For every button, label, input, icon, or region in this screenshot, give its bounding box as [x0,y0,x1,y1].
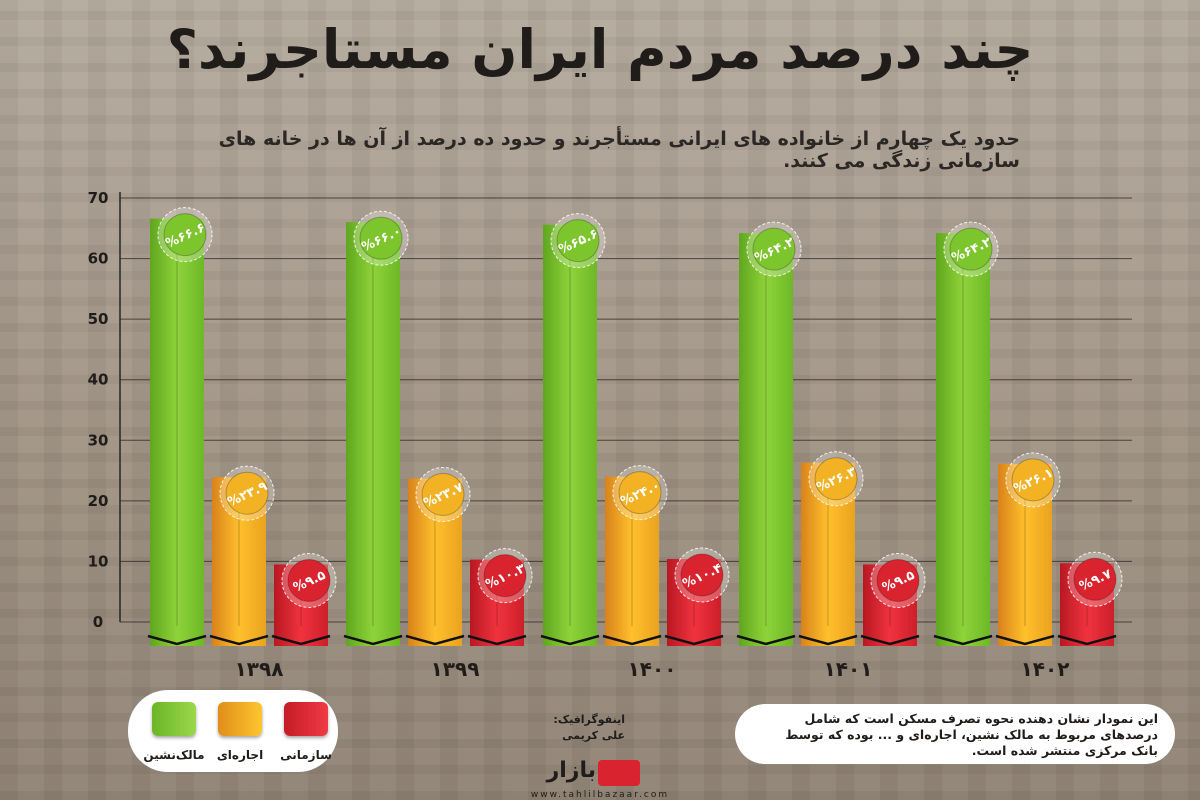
legend-swatch-organizational [284,702,328,736]
y-tick-label: 0 [93,613,103,631]
value-label: %۲۶.۱ [1005,452,1061,508]
value-label: %۱۰.۴ [674,547,730,603]
value-label: %۱۰.۳ [477,548,533,604]
bar [736,233,796,646]
bar [540,224,600,646]
value-label: %۶۶.۶ [157,207,213,263]
x-tick-label: ۱۳۹۹ [431,657,480,681]
y-tick-label: 50 [88,310,109,328]
value-label: %۲۴.۰ [612,465,668,521]
x-tick-label: ۱۴۰۰ [628,657,677,681]
author-credit: اینفوگرافیک: علی کریمی [545,712,625,744]
legend-label-rental: اجاره‌ای [216,748,264,762]
logo-icon [598,760,640,786]
note-box [735,704,1175,764]
value-label: %۶۴.۲ [943,221,999,277]
legend-label-owner: مالک‌نشین [143,748,205,762]
value-label: %۶۴.۲ [746,221,802,277]
value-label: %۹.۷ [1067,551,1123,607]
x-tick-label: ۱۴۰۱ [824,657,873,681]
bar [343,222,403,646]
y-tick-label: 20 [88,492,109,510]
value-label: %۹.۵ [281,552,337,608]
value-label: %۲۳.۷ [415,466,471,522]
credit-author: علی کریمی [562,729,625,742]
legend-swatch-rental [218,702,262,736]
site-url: www.tahlilbazaar.com [530,790,670,800]
credit-label: اینفوگرافیک: [553,713,625,726]
value-label: %۶۶.۰ [353,210,409,266]
value-label: %۹.۵ [870,552,926,608]
x-tick-label: ۱۴۰۲ [1021,657,1070,681]
note-text: این نمودار نشان دهنده نحوه تصرف مسکن است… [785,711,1158,758]
y-tick-label: 70 [88,189,109,207]
value-label: %۲۶.۳ [808,451,864,507]
y-tick-label: 40 [88,371,109,389]
page-title: چند درصد مردم ایران مستاجرند؟ [166,18,1035,81]
value-label: %۶۵.۶ [550,213,606,269]
value-label: %۲۳.۹ [219,465,275,521]
bar [933,233,993,646]
page-subtitle: حدود یک چهارم از خانواده های ایرانی مستأ… [218,128,1020,172]
logo-name: بازار [546,758,596,783]
legend-swatch-owner [152,702,196,736]
y-tick-label: 60 [88,250,109,268]
x-tick-label: ۱۳۹۸ [235,657,284,681]
y-tick-label: 10 [88,552,109,570]
y-tick-label: 30 [88,431,109,449]
bar [147,218,207,646]
legend-label-organizational: سازمانی [280,748,332,762]
